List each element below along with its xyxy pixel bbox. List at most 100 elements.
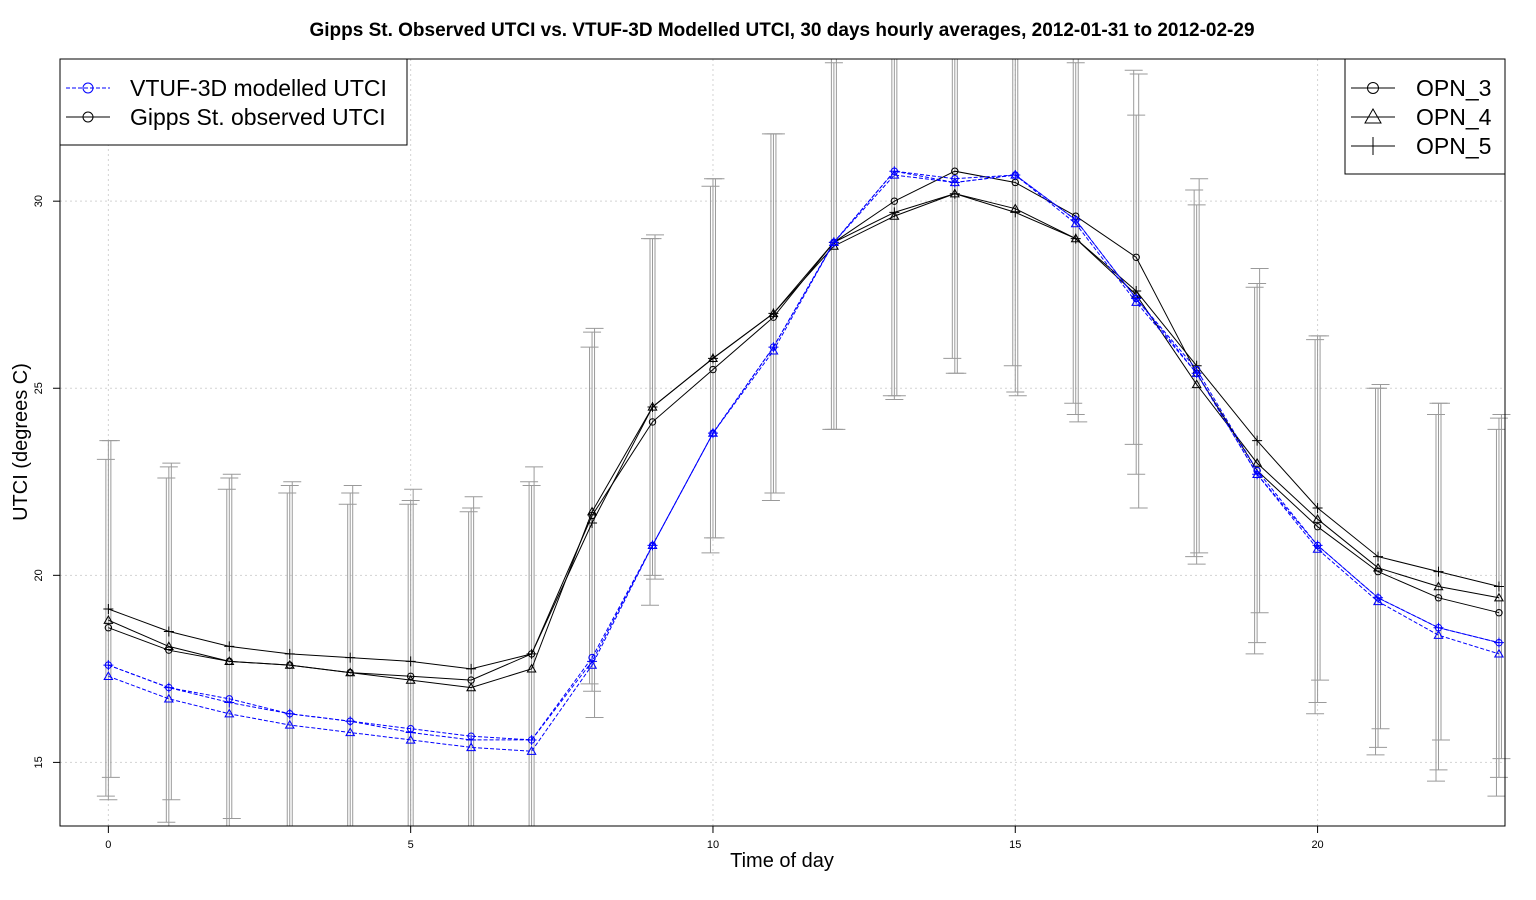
point-observed-opn_4-8: [586, 506, 598, 516]
point-modelled-opn_5-13: [889, 166, 900, 177]
point-modelled-opn_4-23: [1493, 648, 1505, 658]
point-modelled-opn_5-6: [466, 734, 477, 745]
error-bar-opn_5-7: [525, 466, 544, 826]
error-bar-opn_3-5: [399, 503, 418, 826]
error-bar-opn_3-11: [761, 133, 780, 501]
chart-title: Gipps St. Observed UTCI vs. VTUF-3D Mode…: [309, 20, 1254, 41]
legend-type-entry-1: Gipps St. observed UTCI: [66, 104, 386, 130]
series-modelled-opn_3: [104, 167, 1503, 744]
point-observed-opn_3-14: [951, 167, 959, 175]
x-axis-label: Time of day: [730, 850, 834, 872]
point-modelled-opn_4-4: [345, 727, 356, 737]
point-modelled-opn_5-22: [1433, 622, 1444, 633]
point-observed-opn_5-0: [103, 603, 114, 614]
point-observed-opn_5-10: [707, 353, 718, 364]
point-observed-opn_4-19: [1252, 457, 1263, 467]
point-observed-opn_3-10: [709, 365, 717, 374]
point-modelled-opn_5-21: [1373, 592, 1384, 603]
point-modelled-opn_4-6: [466, 742, 477, 752]
error-bar-opn_5-14: [948, 59, 967, 374]
point-modelled-opn_4-22: [1433, 629, 1444, 639]
point-observed-opn_5-4: [345, 652, 356, 663]
point-modelled-opn_5-18: [1191, 368, 1202, 379]
point-modelled-opn_4-7: [526, 745, 537, 755]
series-lines: [103, 166, 1505, 755]
x-tick-label-0: 0: [105, 839, 111, 851]
point-modelled-opn_5-17: [1131, 293, 1142, 304]
error-bar-opn_5-5: [404, 488, 423, 826]
point-modelled-opn_5-9: [647, 540, 658, 551]
point-modelled-opn_5-12: [828, 237, 839, 248]
point-modelled-opn_5-8: [587, 656, 598, 667]
series-observed-opn_5: [103, 188, 1504, 674]
error-bar-opn_3-23: [1487, 428, 1506, 797]
axes: 0 5 10 15 20 15 20 25 30: [33, 58, 1506, 851]
point-modelled-opn_5-0: [103, 660, 114, 671]
point-observed-opn_4-5: [405, 674, 416, 684]
point-modelled-opn_5-4: [345, 716, 356, 727]
point-observed-opn_4-3: [284, 659, 295, 669]
point-observed-opn_4-21: [1372, 562, 1384, 572]
series-observed-opn_3: [104, 167, 1503, 684]
error-bar-opn_4-0: [99, 440, 118, 801]
plot-frame: [59, 58, 1506, 827]
error-bar-opn_3-8: [580, 346, 599, 685]
point-observed-opn_3-9: [648, 418, 657, 426]
error-bar-opn_3-14: [943, 59, 962, 359]
point-observed-opn_5-1: [163, 626, 174, 637]
legend-site-entry-opn_5: OPN_5: [1351, 133, 1491, 159]
point-observed-opn_5-19: [1252, 435, 1263, 446]
point-observed-opn_5-3: [284, 648, 295, 659]
error-bar-opn_3-16: [1064, 59, 1083, 404]
point-modelled-opn_5-11: [768, 342, 779, 353]
point-observed-opn_3-21: [1374, 567, 1382, 576]
point-observed-opn_4-22: [1433, 581, 1444, 591]
error-bar-opn_3-0: [96, 458, 115, 797]
point-observed-opn_4-7: [526, 663, 537, 673]
legend-site-marker: [1367, 82, 1379, 94]
point-observed-opn_3-22: [1434, 594, 1443, 602]
point-observed-opn_4-18: [1191, 379, 1202, 389]
point-observed-opn_5-5: [405, 656, 416, 667]
y-tick-label-15: 15: [33, 756, 45, 768]
point-modelled-opn_4-0: [103, 671, 114, 680]
point-observed-opn_4-1: [163, 641, 174, 651]
point-modelled-opn_5-20: [1312, 540, 1323, 551]
error-bar-opn_4-2: [220, 477, 239, 826]
point-modelled-opn_4-17: [1131, 296, 1142, 306]
point-observed-opn_3-17: [1132, 253, 1140, 261]
error-bar-opn_4-15: [1006, 59, 1025, 393]
legend-type-label: Gipps St. observed UTCI: [130, 104, 386, 130]
error-bar-opn_4-13: [885, 59, 904, 400]
point-observed-opn_3-1: [165, 646, 173, 654]
x-tick-label-20: 20: [1311, 839, 1323, 851]
legend-type-marker: [82, 82, 94, 94]
point-observed-opn_3-23: [1495, 609, 1503, 617]
x-tick-label-5: 5: [408, 839, 414, 851]
point-observed-opn_3-20: [1313, 522, 1322, 531]
series-line-modelled-opn_5: [108, 170, 1500, 741]
legend-series-type: VTUF-3D modelled UTCI Gipps St. observed …: [59, 58, 408, 146]
legend-type-marker: [82, 111, 94, 123]
point-observed-opn_4-2: [224, 656, 235, 666]
grid-lines: [60, 59, 1505, 826]
y-tick-label-25: 25: [33, 382, 45, 394]
point-modelled-opn_5-2: [224, 697, 235, 708]
error-bar-opn_3-3: [278, 492, 297, 826]
legend-site-label: OPN_5: [1416, 133, 1491, 159]
point-observed-opn_3-13: [890, 197, 899, 205]
point-observed-opn_4-4: [345, 667, 356, 677]
point-observed-opn_4-6: [466, 682, 477, 692]
point-observed-opn_5-21: [1373, 551, 1384, 562]
error-bar-opn_3-21: [1366, 387, 1385, 756]
point-observed-opn_5-7: [526, 648, 537, 659]
series-line-observed-opn_4: [108, 193, 1500, 689]
point-observed-opn_5-11: [768, 308, 779, 319]
point-observed-opn_5-8: [587, 517, 598, 528]
error-bar-opn_5-13: [887, 59, 906, 397]
series-modelled-opn_5: [103, 166, 1504, 745]
point-observed-opn_3-5: [406, 672, 415, 681]
error-bar-opn_3-4: [338, 503, 357, 826]
point-modelled-opn_4-5: [405, 734, 416, 744]
